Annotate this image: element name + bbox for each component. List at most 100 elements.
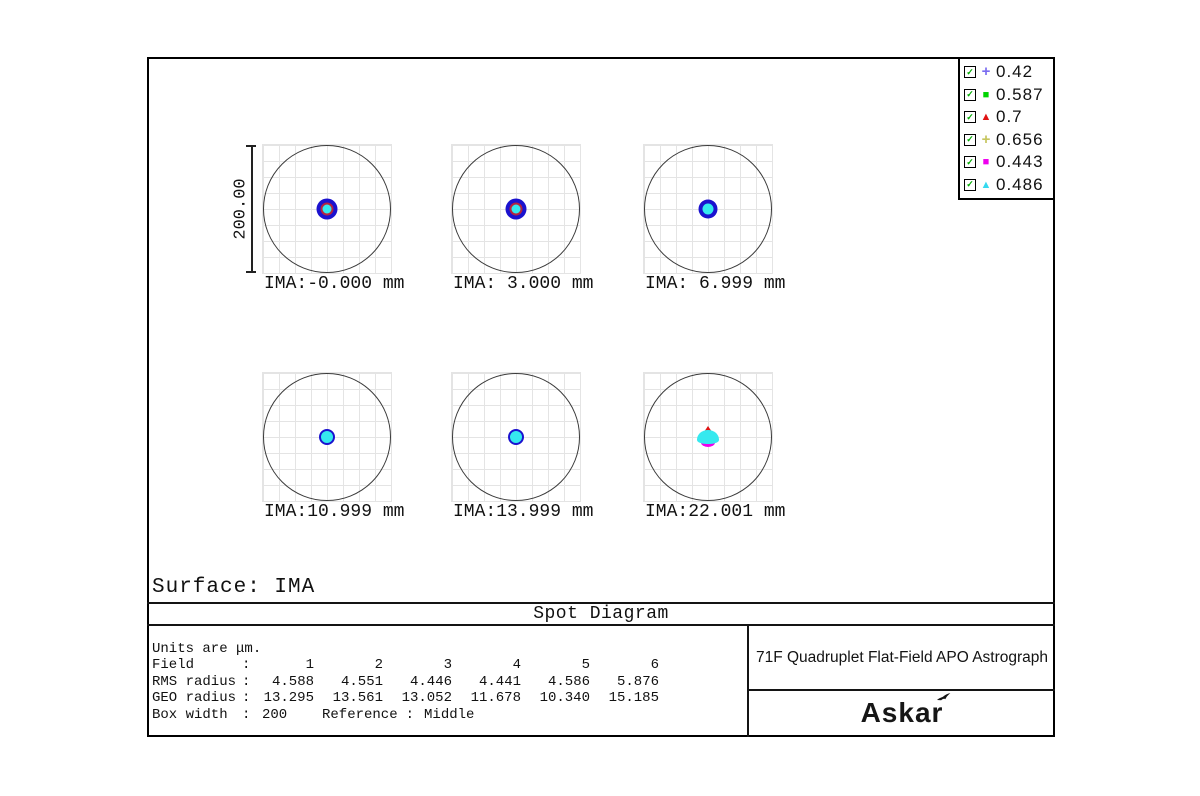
ima-label: IMA:22.001 mm	[645, 502, 786, 522]
reference-value: Middle	[424, 706, 475, 723]
airy-circle	[263, 373, 391, 501]
cyan-spot	[697, 430, 719, 444]
colon: :	[242, 706, 251, 723]
airy-circle	[452, 373, 580, 501]
spot-cluster	[508, 429, 524, 445]
divider	[147, 602, 1055, 604]
checkbox-icon[interactable]: ✓	[964, 111, 976, 124]
plus-marker-icon: +	[981, 130, 991, 148]
units-text: Units are μm.	[152, 641, 262, 657]
wavelength-label: 0.656	[996, 129, 1044, 149]
rms-value: 5.876	[616, 673, 659, 690]
reference-label: Reference	[322, 706, 398, 723]
checkbox-icon[interactable]: ✓	[964, 66, 976, 79]
brand-box: Askar	[749, 691, 1055, 735]
legend-item: ✓ ▲ 0.486	[964, 174, 1053, 196]
field-number: 6	[650, 657, 659, 674]
legend-item: ✓ ■ 0.587	[964, 84, 1053, 106]
divider	[747, 689, 1055, 691]
ima-label: IMA: 6.999 mm	[645, 274, 786, 294]
airy-circle	[452, 145, 580, 273]
rms-value: 4.588	[271, 673, 314, 690]
surface-label: Surface: IMA	[152, 576, 316, 599]
diagram-title: Spot Diagram	[533, 604, 669, 624]
checkbox-icon[interactable]: ✓	[964, 88, 976, 101]
units-line: Units are μm.	[152, 641, 659, 657]
geo-row-label: GEO radius	[152, 690, 237, 707]
product-title: 71F Quadruplet Flat-Field APO Astrograph	[755, 648, 1049, 666]
wavelength-label: 0.486	[996, 174, 1044, 194]
airy-circle	[263, 145, 391, 273]
spot-cluster	[319, 429, 335, 445]
red-fringe	[704, 426, 712, 432]
checkbox-icon[interactable]: ✓	[964, 133, 976, 146]
rms-value: 4.551	[340, 673, 383, 690]
field-row-label: Field	[152, 657, 195, 674]
ima-label: IMA:13.999 mm	[453, 502, 594, 522]
scale-tick-top	[246, 145, 256, 147]
legend-item: ✓ + 0.656	[964, 129, 1053, 151]
colon: :	[405, 706, 415, 723]
scale-label: 200.00	[231, 178, 251, 240]
spot-panel-field-2: IMA: 3.000 mm	[451, 144, 593, 294]
colon: :	[242, 657, 251, 674]
spot-data-table: Units are μm. Field: 1 2 3 4 5 6 RMS radius: 4.…	[152, 641, 659, 723]
box-width-label: Box width	[152, 706, 228, 723]
checkbox-icon[interactable]: ✓	[964, 178, 976, 191]
rms-value: 4.586	[547, 673, 590, 690]
legend-item: ✓ + 0.42	[964, 61, 1053, 83]
ima-label: IMA:-0.000 mm	[264, 274, 405, 294]
spot-panel-field-3: IMA: 6.999 mm	[643, 144, 785, 294]
box-width-value: 200	[262, 706, 288, 723]
divider	[147, 624, 1055, 626]
colon: :	[242, 690, 251, 707]
geo-value: 11.678	[470, 690, 521, 707]
ima-label: IMA:10.999 mm	[264, 502, 405, 522]
triangle-marker-icon: ▲	[980, 111, 992, 124]
geo-value: 15.185	[608, 690, 659, 707]
checkmark-icon: ✓	[966, 89, 974, 100]
askar-bird-icon	[937, 693, 951, 701]
wavelength-label: 0.587	[996, 84, 1044, 104]
checkmark-icon: ✓	[966, 111, 974, 122]
geo-value: 13.052	[401, 690, 452, 707]
field-number: 4	[512, 657, 521, 674]
wavelength-legend: ✓ + 0.42 ✓ ■ 0.587 ✓ ▲ 0.7 ✓ + 0.656 ✓ ■…	[958, 57, 1055, 200]
checkbox-icon[interactable]: ✓	[964, 156, 976, 169]
geo-value: 13.561	[332, 690, 383, 707]
spot-panel-field-5: IMA:13.999 mm	[451, 372, 593, 522]
legend-item: ✓ ■ 0.443	[964, 151, 1053, 173]
divider	[747, 624, 749, 737]
legend-item: ✓ ▲ 0.7	[964, 106, 1053, 128]
rms-value: 4.441	[478, 673, 521, 690]
field-number: 3	[443, 657, 452, 674]
wavelength-label: 0.42	[996, 62, 1034, 82]
plot-frame	[147, 57, 1055, 737]
wavelength-label: 0.7	[996, 107, 1023, 127]
rms-value: 4.446	[409, 673, 452, 690]
triangle-marker-icon: ▲	[980, 178, 992, 191]
field-number: 1	[305, 657, 314, 674]
field-number: 5	[581, 657, 590, 674]
scale-tick-bottom	[246, 271, 256, 273]
colon: :	[242, 673, 251, 690]
square-marker-icon: ■	[982, 88, 990, 101]
field-row: Field: 1 2 3 4 5 6	[152, 657, 659, 673]
checkmark-icon: ✓	[966, 179, 974, 190]
airy-circle	[644, 373, 772, 501]
spot-panel-field-6: IMA:22.001 mm	[643, 372, 785, 522]
checkmark-icon: ✓	[966, 156, 974, 167]
brand-name: Askar	[860, 697, 944, 728]
checkmark-icon: ✓	[966, 134, 974, 145]
geo-value: 10.340	[539, 690, 590, 707]
geo-value: 13.295	[263, 690, 314, 707]
spot-cluster	[316, 198, 338, 220]
field-number: 2	[374, 657, 383, 674]
spot-cluster	[698, 199, 718, 219]
rms-row-label: RMS radius	[152, 673, 237, 690]
geo-row: GEO radius:13.295 13.561 13.052 11.678 10.34…	[152, 690, 659, 706]
wavelength-label: 0.443	[996, 152, 1044, 172]
checkmark-icon: ✓	[966, 66, 974, 77]
spot-cluster	[696, 426, 720, 448]
airy-circle	[644, 145, 772, 273]
